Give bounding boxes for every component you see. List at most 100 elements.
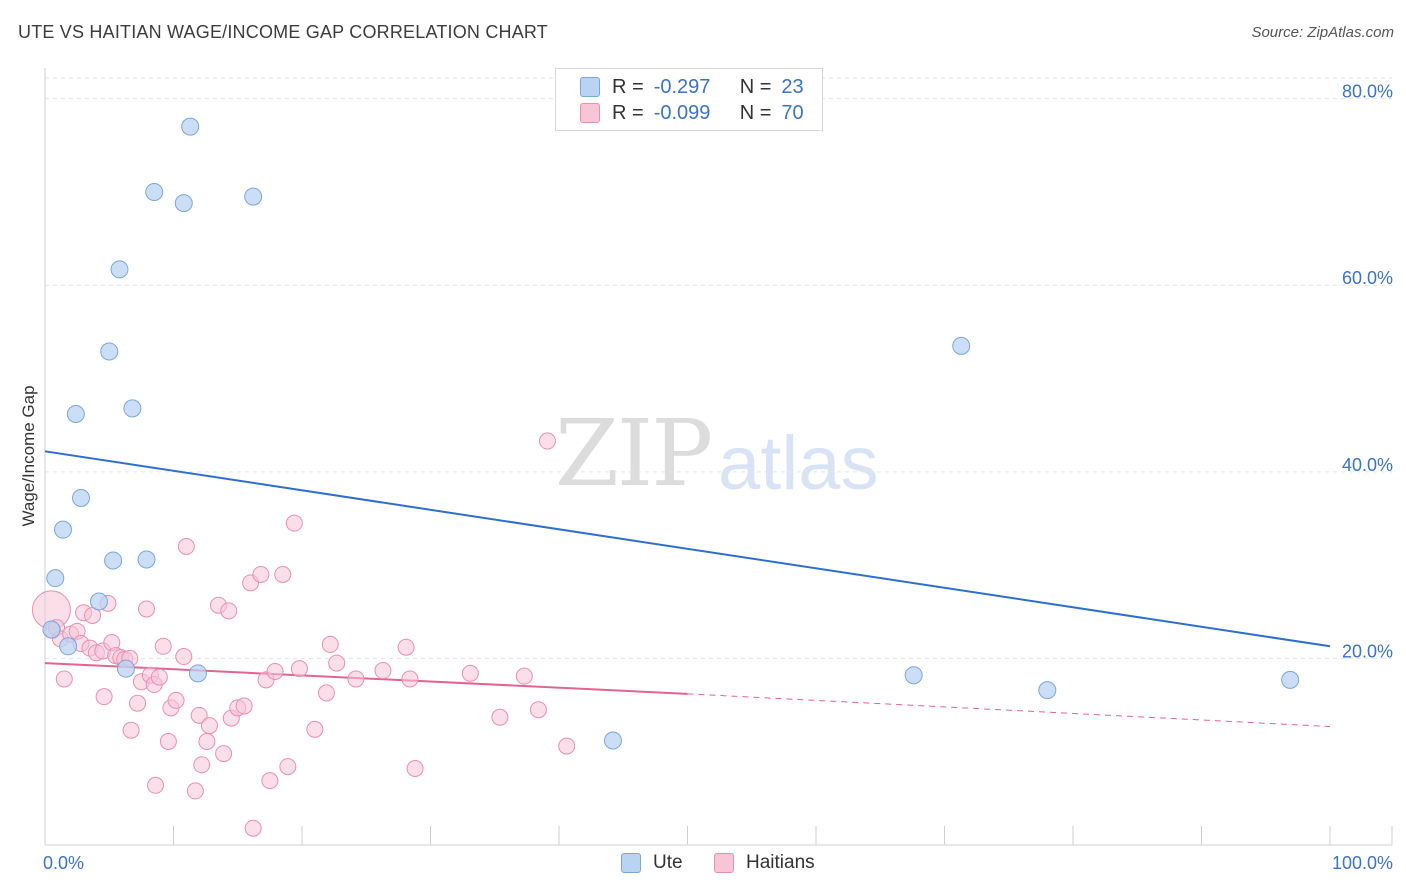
haitians-point — [406, 760, 424, 777]
tick-labels: 20.0% 40.0% 60.0% 80.0% 0.0% 100.0% Wage/Incom… — [19, 82, 1393, 873]
y-tick-label-60: 60.0% — [1342, 268, 1393, 288]
y-axis-title: Wage/Income Gap — [19, 385, 38, 526]
ute-point — [59, 637, 78, 656]
haitians-point — [138, 600, 156, 618]
legend-item-haitians: Haitians — [714, 852, 815, 874]
haitians-point — [317, 684, 335, 702]
haitians-point — [401, 670, 419, 688]
haitians-point — [190, 706, 208, 724]
haitians-n-value: 70 — [781, 101, 804, 124]
ute-r-value: -0.297 — [653, 75, 711, 98]
haitians-point — [186, 782, 204, 800]
axes — [44, 68, 1393, 846]
haitians-trend-line-extension — [687, 693, 1331, 728]
legend-ute-swatch — [621, 853, 641, 873]
ute-point — [244, 187, 263, 206]
haitians-r-value: -0.099 — [653, 101, 711, 124]
ute-point — [904, 666, 923, 685]
haitians-point — [215, 745, 233, 763]
ute-point — [71, 488, 90, 507]
ute-point — [188, 664, 207, 683]
haitians-n-label: N = — [739, 101, 772, 124]
haitians-point — [328, 654, 346, 672]
chart-title: UTE VS HAITIAN WAGE/INCOME GAP CORRELATI… — [18, 22, 549, 42]
ute-point — [603, 731, 622, 750]
haitians-point — [159, 732, 177, 750]
haitians-point — [397, 638, 415, 656]
watermark-atlas: atlas — [718, 421, 879, 506]
ute-point — [100, 342, 119, 361]
haitians-point — [515, 667, 533, 685]
ute-point — [123, 399, 142, 418]
ute-n-label: N = — [739, 75, 772, 98]
haitians-point — [558, 737, 576, 755]
ute-point — [174, 194, 193, 213]
haitians-r-label: R = — [612, 101, 644, 124]
haitians-point — [252, 565, 270, 583]
ute-point — [1038, 681, 1057, 700]
legend-ute-label: Ute — [653, 852, 683, 873]
haitians-point — [167, 691, 185, 709]
trend-lines — [44, 450, 1331, 728]
source-label: Source: ZipAtlas.com — [1251, 24, 1394, 41]
ute-point — [952, 336, 971, 355]
haitians-point — [306, 720, 324, 738]
ute-point — [89, 592, 108, 611]
haitians-point — [177, 537, 195, 555]
series-legend: Ute Haitians — [0, 852, 1406, 878]
ute-point — [181, 117, 200, 136]
ute-point — [1281, 670, 1300, 689]
ute-point — [104, 551, 123, 570]
correlation-legend: R = -0.297 N = 23 R = -0.099 N = 70 — [555, 68, 823, 131]
ute-trend-line — [44, 450, 1331, 648]
haitians-point — [200, 717, 218, 735]
haitians-point — [347, 670, 365, 688]
haitians-point — [95, 688, 113, 706]
haitians-point — [285, 514, 303, 532]
y-tick-label-20: 20.0% — [1342, 641, 1393, 661]
haitians-point — [150, 668, 168, 686]
legend-item-ute: Ute — [621, 852, 683, 874]
haitians-point — [529, 701, 547, 719]
haitians-point — [461, 664, 479, 682]
haitians-point — [154, 637, 172, 655]
x-tick-label-start: 0.0% — [43, 853, 84, 873]
haitians-swatch — [580, 103, 600, 123]
haitians-point — [175, 648, 193, 666]
y-tick-label-80: 80.0% — [1342, 82, 1393, 102]
haitians-point — [55, 670, 73, 688]
haitians-point — [538, 432, 556, 450]
haitians-point — [321, 635, 339, 653]
x-tick-label-end: 100.0% — [1332, 853, 1393, 873]
haitians-point — [290, 660, 308, 678]
haitians-point — [147, 776, 165, 794]
legend-row-ute: R = -0.297 N = 23 — [580, 75, 804, 99]
legend-row-haitians: R = -0.099 N = 70 — [580, 101, 804, 125]
ute-swatch — [580, 77, 600, 97]
legend-haitians-swatch — [714, 853, 734, 873]
haitians-point — [244, 819, 262, 837]
ute-n-value: 23 — [781, 75, 804, 98]
haitians-point — [261, 772, 279, 790]
ute-point — [116, 659, 135, 678]
ute-point — [110, 260, 129, 279]
haitians-point — [279, 758, 297, 776]
haitians-point — [235, 697, 253, 715]
haitians-point — [266, 662, 284, 680]
legend-haitians-label: Haitians — [746, 852, 815, 873]
ute-point — [66, 404, 85, 423]
haitians-point — [193, 756, 211, 774]
haitians-point — [129, 694, 147, 712]
haitians-point — [491, 708, 509, 726]
haitians-point — [198, 732, 216, 750]
ute-point — [46, 569, 65, 588]
haitians-point — [374, 662, 392, 680]
ute-point — [42, 620, 61, 639]
y-tick-label-40: 40.0% — [1342, 455, 1393, 475]
haitians-point — [122, 721, 140, 739]
ute-point — [53, 520, 72, 539]
haitians-point — [220, 602, 238, 620]
ute-point — [145, 182, 164, 201]
ute-point — [137, 550, 156, 569]
